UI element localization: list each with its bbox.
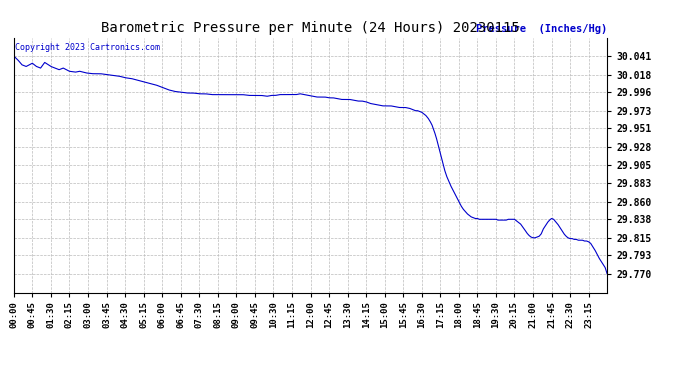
- Title: Barometric Pressure per Minute (24 Hours) 20230115: Barometric Pressure per Minute (24 Hours…: [101, 21, 520, 35]
- Text: Pressure  (Inches/Hg): Pressure (Inches/Hg): [476, 24, 607, 34]
- Text: Copyright 2023 Cartronics.com: Copyright 2023 Cartronics.com: [15, 43, 160, 52]
